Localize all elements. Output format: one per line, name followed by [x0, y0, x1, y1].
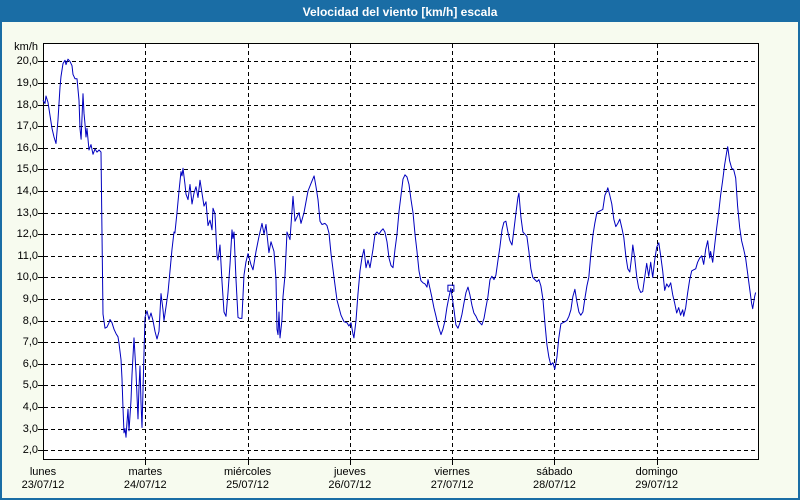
- title-bar: Velocidad del viento [km/h] escala: [2, 2, 798, 22]
- weekday-label: martes: [128, 466, 163, 478]
- cursor-marker: [447, 284, 455, 292]
- page-title: Velocidad del viento [km/h] escala: [302, 5, 498, 19]
- chart-plot-area[interactable]: [38, 43, 759, 465]
- y-tick-label: 16,0: [16, 141, 38, 154]
- y-tick-label: 8,0: [22, 314, 38, 327]
- weekday-label: lunes: [29, 466, 57, 478]
- x-axis-day-label: lunes 23/07/12: [2, 466, 98, 492]
- y-tick-label: 19,0: [16, 77, 38, 89]
- y-axis-unit-label: km/h: [14, 41, 38, 53]
- date-label: 25/07/12: [226, 479, 269, 491]
- weekday-label: miércoles: [224, 466, 272, 478]
- y-tick-label: 12,0: [16, 228, 38, 241]
- y-tick-label: 9,0: [22, 293, 38, 305]
- y-tick-label: 2,0: [22, 444, 38, 457]
- y-tick-label: 5,0: [22, 379, 38, 392]
- wind-speed-chart[interactable]: [38, 43, 759, 465]
- y-tick-label: 15,0: [16, 163, 38, 176]
- x-axis-day-label: sábado 28/07/12: [499, 466, 609, 492]
- date-label: 23/07/12: [21, 479, 65, 491]
- y-tick-label: 20,0: [16, 55, 38, 68]
- x-axis-day-label: martes 24/07/12: [90, 466, 200, 492]
- date-label: 29/07/12: [635, 479, 679, 491]
- weekday-label: sábado: [536, 466, 573, 478]
- y-tick-label: 11,0: [17, 249, 38, 262]
- y-tick-label: 6,0: [22, 357, 38, 370]
- weekday-label: jueves: [333, 466, 366, 478]
- y-tick-label: 3,0: [22, 422, 38, 435]
- weekday-label: viernes: [434, 466, 470, 478]
- y-tick-label: 4,0: [22, 401, 38, 413]
- x-axis-day-label: domingo 29/07/12: [602, 466, 712, 492]
- date-label: 24/07/12: [123, 479, 167, 491]
- y-tick-label: 13,0: [16, 206, 38, 219]
- x-axis-day-label: jueves 26/07/12: [295, 466, 405, 492]
- date-label: 28/07/12: [533, 479, 576, 491]
- date-label: 27/07/12: [430, 479, 474, 491]
- wind-speed-line: [42, 58, 757, 438]
- x-axis-day-label: miércoles 25/07/12: [193, 466, 303, 492]
- y-tick-label: 7,0: [22, 336, 38, 349]
- plot-frame: [43, 43, 759, 460]
- weekday-label: domingo: [635, 466, 678, 478]
- y-tick-label: 14,0: [16, 185, 38, 197]
- x-axis-day-label: viernes 27/07/12: [397, 466, 507, 492]
- date-label: 26/07/12: [328, 479, 372, 491]
- y-tick-label: 17,0: [16, 120, 38, 133]
- y-tick-label: 10,0: [16, 271, 38, 284]
- y-tick-label: 18,0: [16, 98, 38, 111]
